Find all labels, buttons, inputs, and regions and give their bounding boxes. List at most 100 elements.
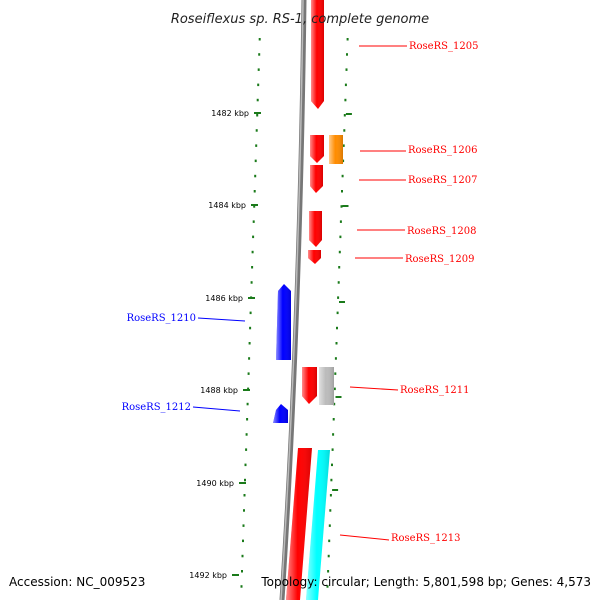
- outer-tick-dot: [331, 448, 334, 451]
- kbp-tick-label: 1490 kbp: [196, 479, 234, 488]
- kbp-major-tick: [248, 297, 255, 299]
- inner-tick-dot: [242, 539, 244, 543]
- inner-tick-dot: [243, 494, 246, 497]
- outer-tick-dot: [326, 585, 329, 588]
- kbp-major-tick: [254, 112, 261, 114]
- outer-major-tick: [335, 396, 342, 398]
- inner-tick-dot: [257, 68, 260, 71]
- outer-major-tick: [342, 205, 349, 207]
- inner-tick-dot: [252, 220, 255, 223]
- topology-text: Topology: circular; Length: 5,801,598 bp…: [260, 575, 591, 589]
- inner-tick-dot: [254, 159, 257, 163]
- gene-feature-shading: [310, 165, 323, 193]
- inner-tick-dot: [255, 144, 258, 147]
- inner-tick-dot: [251, 250, 254, 254]
- outer-tick-dot: [339, 220, 342, 223]
- inner-tick-dot: [253, 190, 256, 193]
- gene-feature-shading: [273, 404, 288, 423]
- inner-tick-dot: [253, 205, 256, 208]
- outer-tick-dot: [328, 524, 331, 527]
- outer-tick-dot: [334, 357, 337, 360]
- gene-label[interactable]: RoseRS_1208: [407, 226, 476, 237]
- gene-feature-shading: [319, 367, 334, 405]
- gene-feature-shading: [311, 0, 324, 109]
- inner-tick-dot: [251, 266, 254, 269]
- kbp-major-tick: [251, 204, 258, 206]
- outer-tick-dot: [333, 402, 336, 406]
- gene-feature-shading: [310, 135, 324, 163]
- inner-tick-dot: [258, 53, 261, 56]
- inner-tick-dot: [247, 372, 250, 375]
- accession-text: Accession: NC_009523: [9, 575, 145, 589]
- gene-label[interactable]: RoseRS_1206: [408, 145, 477, 156]
- outer-tick-dot: [343, 114, 346, 117]
- inner-tick-dot: [257, 83, 260, 87]
- outer-major-tick: [332, 489, 339, 491]
- gene-label[interactable]: RoseRS_1213: [391, 533, 460, 544]
- kbp-tick-label: 1492 kbp: [189, 571, 227, 580]
- inner-tick-dot: [245, 448, 248, 451]
- inner-tick-dot: [258, 38, 261, 41]
- genome-backbone-highlight: [280, 0, 304, 600]
- gene-label-leader: [339, 534, 390, 541]
- inner-tick-dot: [246, 402, 249, 406]
- outer-tick-dot: [346, 38, 349, 41]
- outer-tick-dot: [331, 463, 333, 467]
- gene-feature-shading: [329, 135, 343, 164]
- outer-tick-dot: [336, 311, 339, 315]
- inner-tick-dot: [256, 114, 259, 117]
- outer-tick-dot: [343, 129, 346, 132]
- gene-feature-shading: [286, 448, 312, 600]
- outer-tick-dot: [329, 509, 332, 512]
- gene-feature-shading: [302, 367, 317, 404]
- outer-tick-dot: [327, 570, 330, 573]
- gene-label-leader: [192, 406, 241, 412]
- gene-labels: RoseRS_1205 RoseRS_1206 RoseRS_1207 RoseRS_…: [122, 41, 479, 544]
- outer-tick-dot: [344, 98, 347, 102]
- inner-tick-dot: [249, 326, 252, 330]
- inner-tick-dot: [248, 342, 251, 345]
- gene-label-leaders: [192, 45, 407, 541]
- kbp-tick-label: 1482 kbp: [211, 109, 249, 118]
- outer-tick-dot: [342, 159, 345, 163]
- gene-feature-shading: [276, 284, 291, 360]
- inner-tick-dot: [240, 585, 243, 588]
- gene-label[interactable]: RoseRS_1210: [127, 313, 196, 324]
- inner-tick-dot: [247, 387, 250, 391]
- outer-tick-dot: [345, 68, 348, 71]
- outer-tick-dot: [342, 144, 345, 147]
- outer-tick-dot: [329, 494, 332, 497]
- gene-label[interactable]: RoseRS_1212: [122, 402, 191, 413]
- inner-tick-dot: [248, 357, 251, 360]
- outer-tick-dot: [334, 372, 337, 375]
- outer-tick-dot: [330, 478, 333, 482]
- inner-tick-dot: [243, 509, 245, 512]
- outer-tick-dot: [340, 205, 343, 208]
- inner-tick-dot: [249, 311, 252, 315]
- kbp-major-tick: [239, 482, 246, 484]
- outer-tick-dot: [341, 174, 344, 178]
- gene-label[interactable]: RoseRS_1211: [400, 385, 469, 396]
- kbp-axis: 1482 kbp 1484 kbp 1486 kbp 1488 kbp 1490 kbp…: [189, 109, 261, 580]
- genome-backbone-line: [279, 0, 307, 600]
- kbp-tick-label: 1484 kbp: [208, 201, 246, 210]
- outer-tick-dot: [338, 266, 341, 269]
- gene-feature-shading: [309, 211, 322, 247]
- kbp-major-tick: [232, 574, 239, 576]
- inner-tick-dot: [250, 281, 253, 284]
- gene-label[interactable]: RoseRS_1205: [409, 41, 478, 52]
- outer-tick-dot: [337, 281, 340, 284]
- gene-label-leader: [349, 386, 399, 391]
- inner-tick-marks: [240, 38, 261, 588]
- outer-tick-dot: [337, 296, 340, 299]
- inner-tick-dot: [245, 433, 248, 436]
- outer-tick-marks: [326, 38, 352, 588]
- gene-feature-shading: [308, 250, 321, 264]
- gene-label[interactable]: RoseRS_1207: [408, 175, 477, 186]
- kbp-major-tick: [243, 389, 250, 391]
- gene-label[interactable]: RoseRS_1209: [405, 254, 474, 265]
- gene-label-leader: [197, 317, 246, 322]
- outer-major-tick: [345, 113, 352, 115]
- inner-tick-dot: [254, 174, 257, 178]
